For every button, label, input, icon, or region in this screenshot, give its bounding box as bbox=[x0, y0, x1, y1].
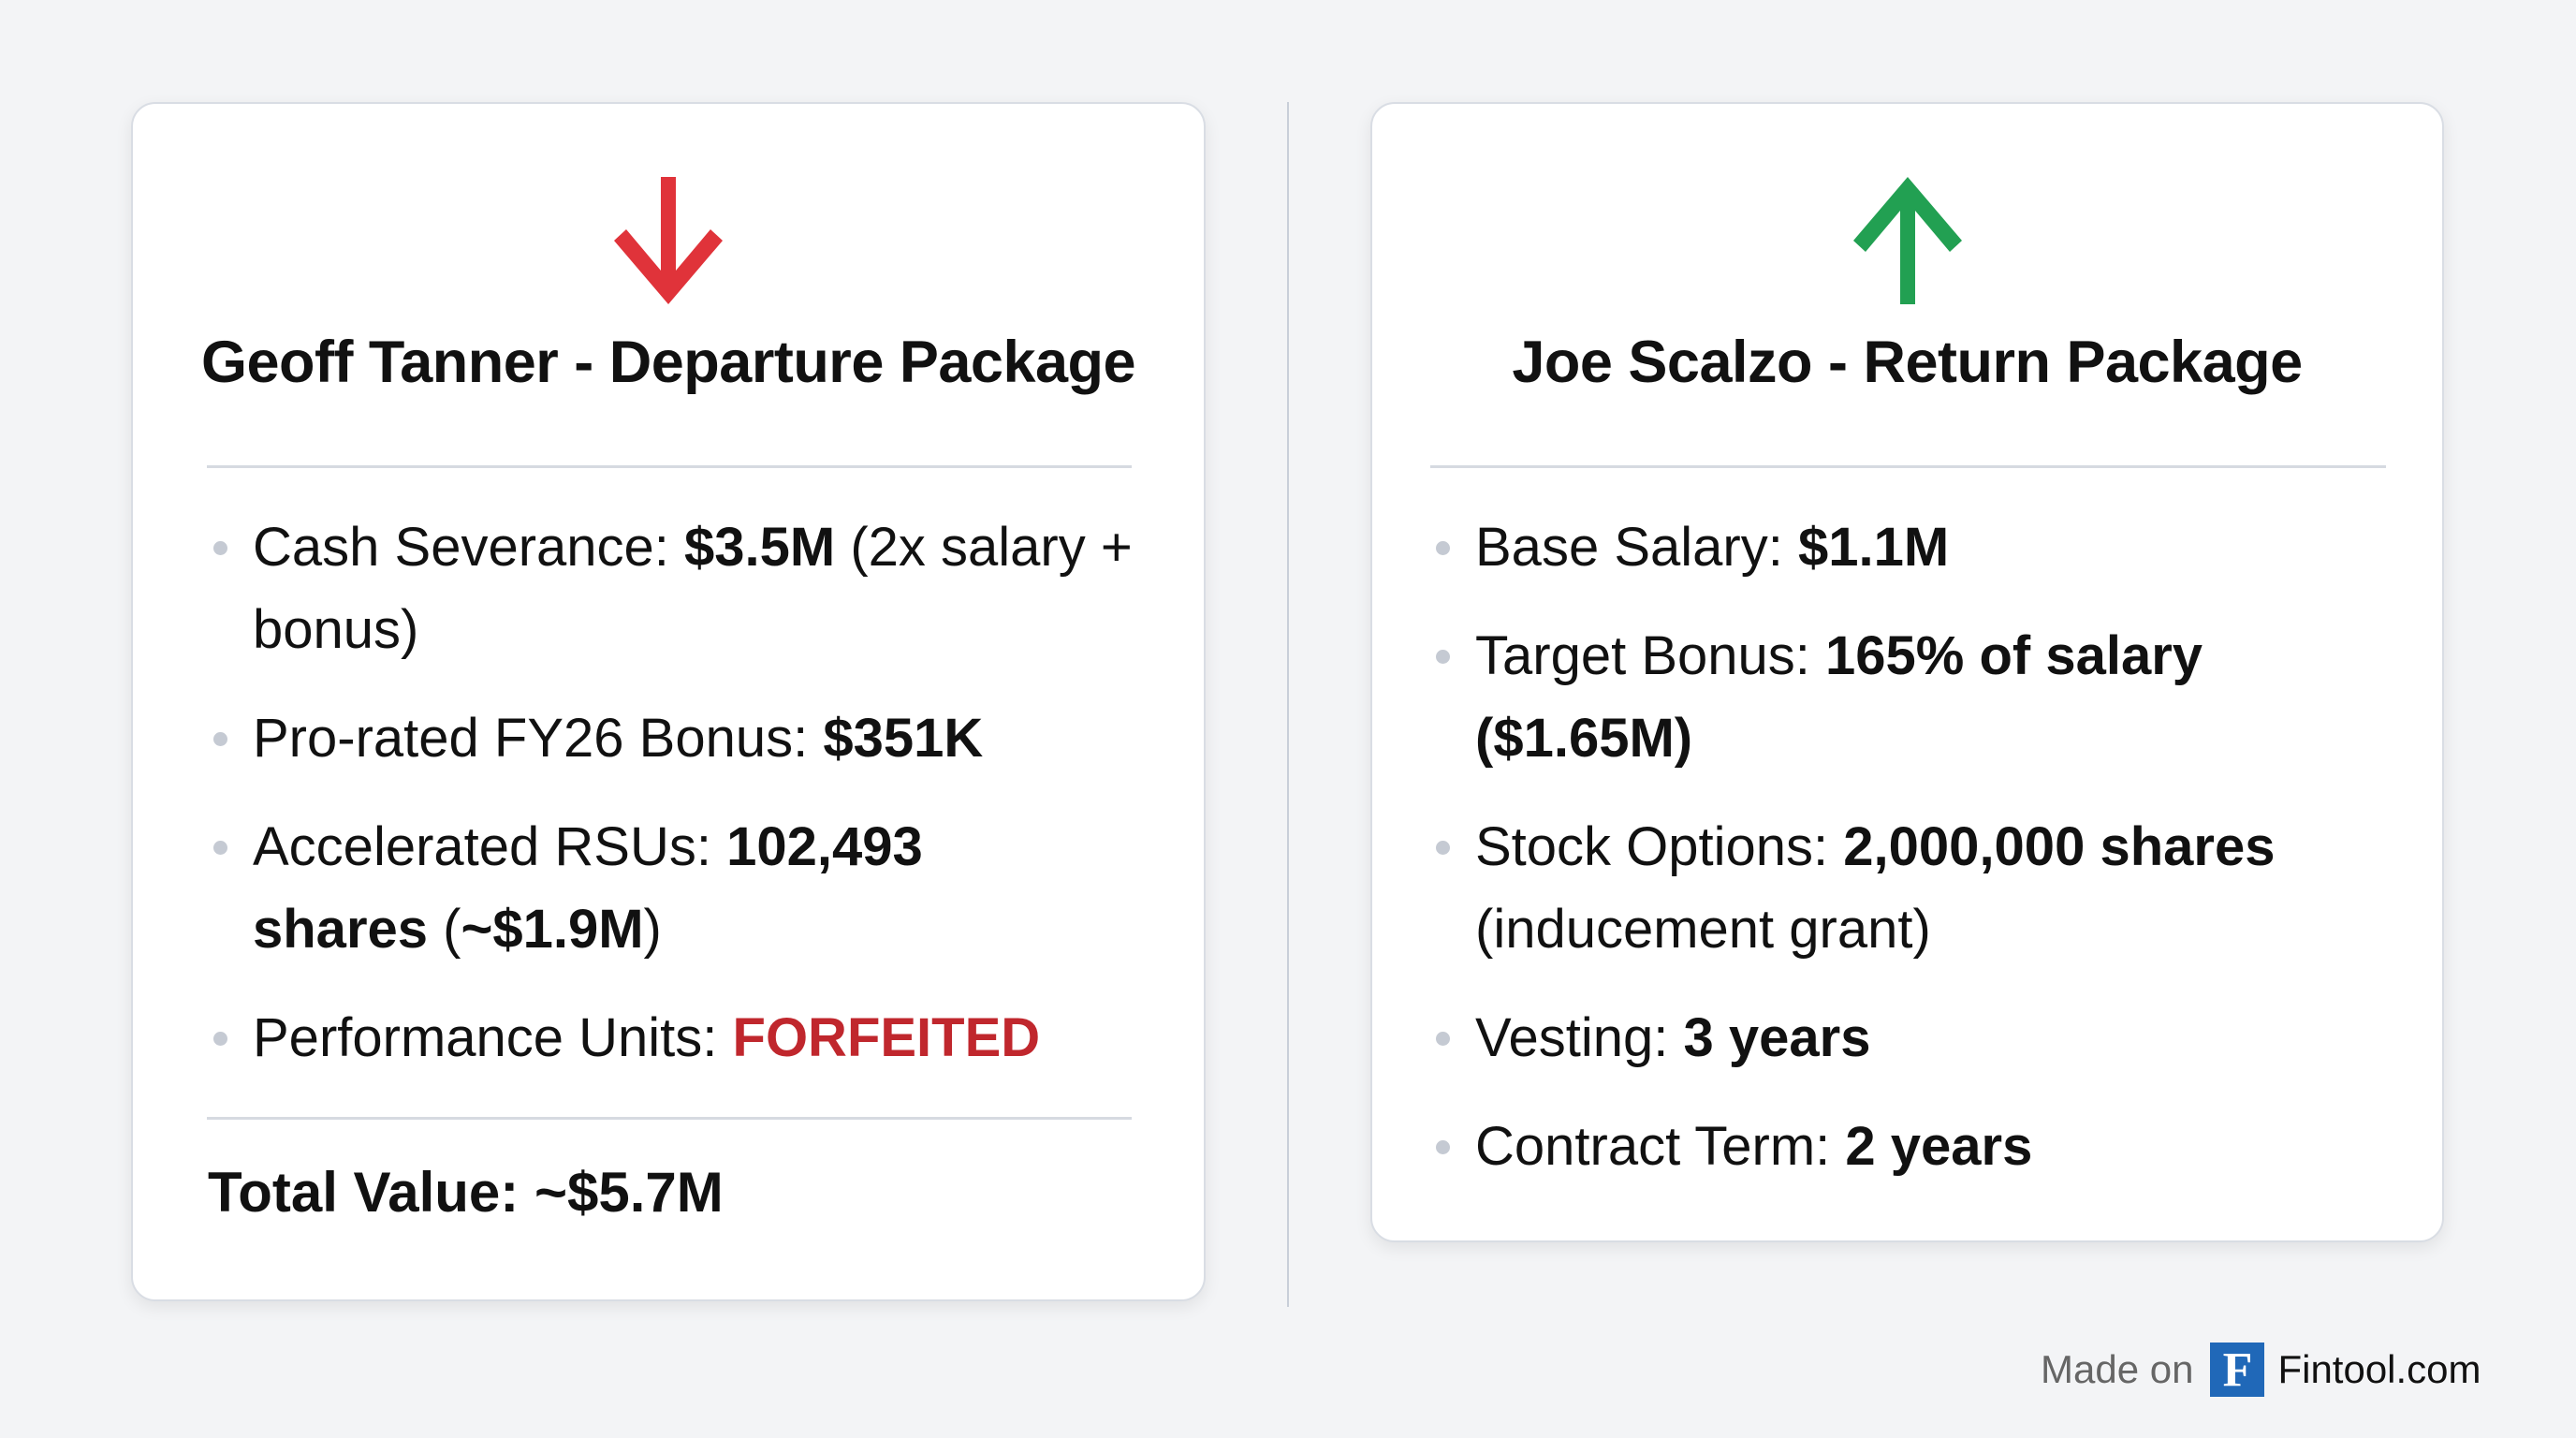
item-label: Base Salary: bbox=[1475, 517, 1798, 578]
list-item: Stock Options: 2,000,000 shares (inducem… bbox=[1436, 806, 2411, 971]
item-value: $3.5M bbox=[684, 517, 836, 578]
bullet-icon bbox=[213, 1032, 227, 1046]
list-item: Performance Units: FORFEITED bbox=[213, 997, 1133, 1079]
fintool-link[interactable]: Fintool.com bbox=[2277, 1347, 2481, 1391]
item-label: Vesting: bbox=[1475, 1007, 1684, 1068]
vertical-divider bbox=[1287, 102, 1289, 1307]
departure-items-list: Cash Severance: $3.5M (2x salary + bonus… bbox=[213, 506, 1133, 1106]
bullet-icon bbox=[1436, 1032, 1450, 1046]
bullet-icon bbox=[1436, 1140, 1450, 1154]
divider-line bbox=[207, 1117, 1132, 1120]
bullet-icon bbox=[213, 732, 227, 746]
item-value-secondary: ($1.65M) bbox=[1475, 708, 1693, 769]
item-label: Target Bonus: bbox=[1475, 625, 1825, 686]
list-item: Target Bonus: 165% of salary ($1.65M) bbox=[1436, 615, 2318, 780]
item-value-secondary: ~$1.9M bbox=[461, 899, 644, 960]
item-value: 2 years bbox=[1845, 1116, 2033, 1177]
arrow-down-icon bbox=[614, 177, 723, 304]
divider-line bbox=[207, 465, 1132, 468]
item-value: $351K bbox=[823, 708, 984, 769]
list-item: Pro-rated FY26 Bonus: $351K bbox=[213, 697, 1133, 780]
departure-package-card: Geoff Tanner - Departure Package Cash Se… bbox=[131, 102, 1206, 1301]
arrow-up-icon bbox=[1852, 177, 1962, 304]
return-package-card: Joe Scalzo - Return Package Base Salary:… bbox=[1370, 102, 2444, 1242]
item-label: Performance Units: bbox=[253, 1007, 733, 1068]
item-label: Stock Options: bbox=[1475, 816, 1844, 877]
item-note: (2x salary + bonus) bbox=[253, 517, 1133, 660]
bullet-icon bbox=[213, 841, 227, 855]
item-note-close: ) bbox=[643, 899, 662, 960]
item-note: (inducement grant) bbox=[1475, 899, 1931, 960]
item-value: 102,493 shares bbox=[253, 816, 923, 960]
item-value: $1.1M bbox=[1797, 517, 1950, 578]
bullet-icon bbox=[213, 541, 227, 555]
list-item: Base Salary: $1.1M bbox=[1436, 506, 2411, 589]
item-label: Pro-rated FY26 Bonus: bbox=[253, 708, 824, 769]
item-label: Accelerated RSUs: bbox=[253, 816, 727, 877]
list-item: Cash Severance: $3.5M (2x salary + bonus… bbox=[213, 506, 1133, 671]
return-items-list: Base Salary: $1.1M Target Bonus: 165% of… bbox=[1436, 506, 2411, 1214]
bullet-icon bbox=[1436, 650, 1450, 664]
made-on-footer[interactable]: Made on F Fintool.com bbox=[2041, 1343, 2481, 1397]
card-title: Joe Scalzo - Return Package bbox=[1512, 330, 2303, 395]
bullet-icon bbox=[1436, 841, 1450, 855]
fintool-logo-icon: F bbox=[2210, 1343, 2265, 1397]
total-value: Total Value: ~$5.7M bbox=[208, 1161, 724, 1224]
made-on-label: Made on bbox=[2041, 1347, 2194, 1391]
divider-line bbox=[1430, 465, 2386, 468]
item-label: Contract Term: bbox=[1475, 1116, 1846, 1177]
item-note: ( bbox=[428, 899, 461, 960]
list-item: Vesting: 3 years bbox=[1436, 997, 2411, 1079]
card-title: Geoff Tanner - Departure Package bbox=[200, 330, 1136, 395]
bullet-icon bbox=[1436, 541, 1450, 555]
item-label: Cash Severance: bbox=[253, 517, 685, 578]
item-value: 2,000,000 shares bbox=[1843, 816, 2276, 877]
item-value: 165% of salary bbox=[1825, 625, 2203, 686]
list-item: Accelerated RSUs: 102,493 shares (~$1.9M… bbox=[213, 806, 1020, 971]
forfeited-status: FORFEITED bbox=[732, 1007, 1041, 1068]
item-value: 3 years bbox=[1683, 1007, 1871, 1068]
list-item: Contract Term: 2 years bbox=[1436, 1106, 2411, 1188]
